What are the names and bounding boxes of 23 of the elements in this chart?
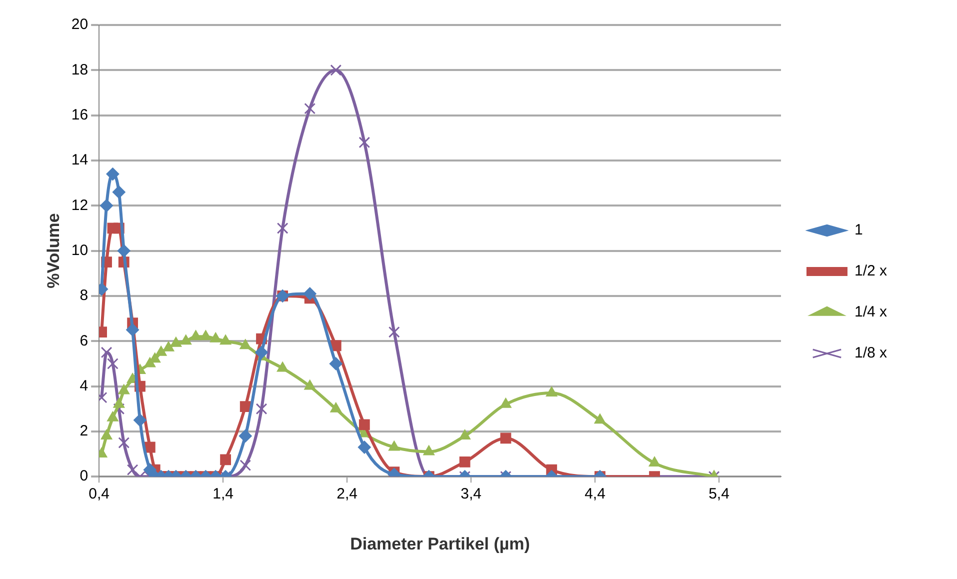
x-tick-label: 3,4 (460, 486, 482, 503)
y-tick-label: 12 (71, 196, 88, 214)
y-axis-title: %Volume (44, 213, 63, 288)
x-tick-label: 0,4 (88, 486, 110, 503)
y-tick-label: 10 (71, 242, 88, 259)
y-tick-label: 6 (80, 332, 88, 350)
y-tick-label: 20 (71, 16, 88, 34)
x-tick-label: 2,4 (336, 486, 358, 503)
y-tick-label: 8 (80, 287, 88, 304)
y-tick-label: 4 (80, 377, 88, 394)
y-tick-label: 2 (80, 422, 88, 440)
y-tick-label: 0 (80, 468, 88, 485)
x-axis-title: Diameter Partikel (µm) (350, 534, 530, 554)
legend-label: 1/8 x (854, 344, 888, 362)
x-tick-label: 1,4 (212, 486, 234, 503)
legend-label: 1 (854, 222, 863, 239)
x-tick-label: 4,4 (584, 486, 606, 503)
x-tick-label: 5,4 (708, 486, 730, 503)
y-tick-label: 14 (71, 152, 88, 169)
y-tick-label: 18 (71, 61, 88, 78)
y-tick-label: 16 (71, 106, 88, 124)
legend-label: 1/4 x (854, 304, 888, 321)
legend-label: 1/2 x (854, 262, 888, 280)
